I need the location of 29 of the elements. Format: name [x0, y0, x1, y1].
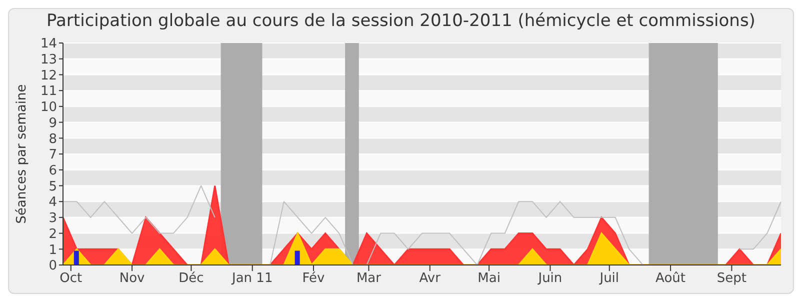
x-tick-label: Oct — [60, 271, 82, 286]
y-tick-label: 10 — [40, 100, 57, 116]
y-tick-label: 5 — [48, 179, 57, 194]
y-tick-label: 7 — [48, 148, 57, 163]
y-tick-label: 1 — [48, 242, 57, 258]
x-tick-label: Fév — [302, 271, 326, 286]
x-tick-label: Jan 11 — [231, 271, 273, 286]
y-tick-label: 3 — [48, 211, 57, 226]
y-tick-label: 12 — [40, 68, 57, 84]
y-tick-label: 11 — [40, 84, 57, 100]
y-tick-label: 2 — [48, 226, 57, 242]
y-tick-label: 13 — [40, 52, 57, 68]
y-tick-label: 8 — [48, 132, 57, 147]
x-tick-label: Mar — [356, 271, 382, 286]
y-tick-label: 0 — [48, 258, 57, 274]
y-tick-label: 4 — [48, 195, 57, 210]
x-tick-label: Nov — [119, 271, 146, 286]
x-tick-label: Juil — [598, 271, 620, 286]
y-tick-label: 9 — [48, 116, 57, 131]
x-tick-label: Mai — [478, 271, 500, 286]
x-tick-label: Sept — [716, 271, 746, 286]
y-axis-title: Séances par semaine — [14, 84, 30, 224]
y-tick-label: 14 — [40, 36, 57, 52]
x-tick-label: Août — [656, 271, 686, 286]
chart-title: Participation globale au cours de la session 2010-2011 (hémicycle et commissions) — [46, 10, 756, 33]
x-tick-label: Avr — [419, 271, 442, 286]
x-tick-label: Juin — [537, 271, 562, 286]
x-tick-label: Déc — [178, 271, 204, 286]
y-tick-label: 6 — [48, 163, 57, 178]
